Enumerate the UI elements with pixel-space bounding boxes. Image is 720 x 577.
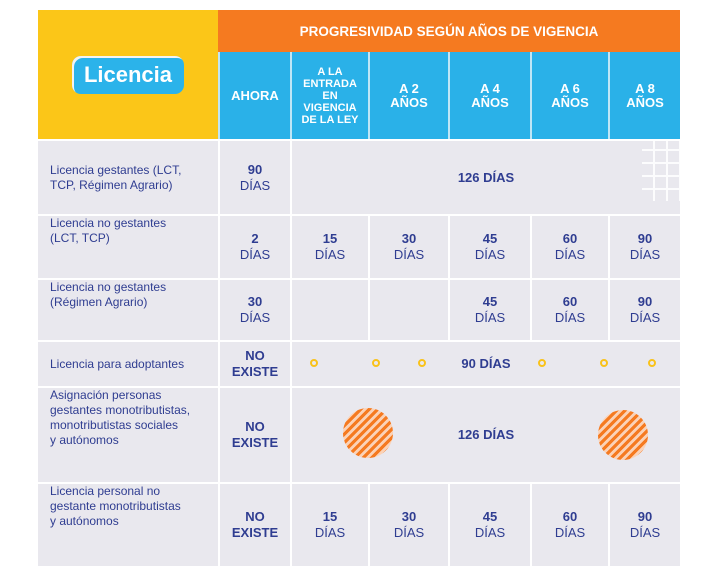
hatch-circle-decoration: [598, 410, 648, 460]
hatch-circle-decoration: [343, 408, 393, 458]
cell-personal-entrada: 15 DÍAS: [290, 482, 368, 566]
row-label-no-gestantes-lct: Licencia no gestantes (LCT, TCP): [38, 214, 218, 278]
cell-personal-a8: 90 DÍAS: [608, 482, 680, 566]
licencias-table: Licencia PROGRESIVIDAD SEGÚN AÑOS DE VIG…: [38, 10, 680, 566]
cell-no-gestantes-agrario-a2: [368, 278, 448, 340]
dot-decoration: [310, 359, 318, 367]
cell-no-gestantes-lct-a8: 90 DÍAS: [608, 214, 680, 278]
cell-no-gestantes-agrario-a6: 60 DÍAS: [530, 278, 608, 340]
row-label-asignacion-monotributistas: Asignación personas gestantes monotribut…: [38, 386, 218, 482]
col-header-entrada-vigencia: A LA ENTRADA EN VIGENCIA DE LA LEY: [290, 52, 368, 139]
cell-no-gestantes-lct-a4: 45 DÍAS: [448, 214, 530, 278]
grid-decoration: [642, 141, 680, 201]
cell-personal-a6: 60 DÍAS: [530, 482, 608, 566]
cell-adoptantes-ahora: NO EXISTE: [218, 340, 290, 386]
cell-no-gestantes-lct-entrada: 15 DÍAS: [290, 214, 368, 278]
col-header-a4: A 4 AÑOS: [448, 52, 530, 139]
cell-gestantes-ahora: 90 DÍAS: [218, 139, 290, 214]
cell-asignacion-ahora: NO EXISTE: [218, 386, 290, 482]
cell-no-gestantes-agrario-a8: 90 DÍAS: [608, 278, 680, 340]
cell-asignacion-progresividad: 126 DÍAS: [290, 386, 680, 482]
col-header-a8: A 8 AÑOS: [608, 52, 680, 139]
cell-gestantes-progresividad: 126 DÍAS: [290, 139, 680, 214]
col-header-a2: A 2 AÑOS: [368, 52, 448, 139]
row-label-adoptantes: Licencia para adoptantes: [38, 340, 218, 386]
cell-no-gestantes-lct-ahora: 2 DÍAS: [218, 214, 290, 278]
progresividad-header: PROGRESIVIDAD SEGÚN AÑOS DE VIGENCIA: [218, 10, 680, 52]
col-header-a6: A 6 AÑOS: [530, 52, 608, 139]
dot-decoration: [648, 359, 656, 367]
cell-adoptantes-progresividad: 90 DÍAS: [290, 340, 680, 386]
cell-no-gestantes-lct-a6: 60 DÍAS: [530, 214, 608, 278]
cell-personal-a4: 45 DÍAS: [448, 482, 530, 566]
cell-no-gestantes-lct-a2: 30 DÍAS: [368, 214, 448, 278]
row-label-no-gestantes-agrario: Licencia no gestantes (Régimen Agrario): [38, 278, 218, 340]
licencia-corner: Licencia: [38, 10, 218, 139]
row-label-personal-no-gestante: Licencia personal no gestante monotribut…: [38, 482, 218, 566]
cell-no-gestantes-agrario-ahora: 30 DÍAS: [218, 278, 290, 340]
licencia-badge: Licencia: [71, 55, 185, 94]
cell-personal-a2: 30 DÍAS: [368, 482, 448, 566]
dot-decoration: [538, 359, 546, 367]
cell-no-gestantes-agrario-entrada: [290, 278, 368, 340]
dot-decoration: [372, 359, 380, 367]
dot-decoration: [418, 359, 426, 367]
cell-no-gestantes-agrario-a4: 45 DÍAS: [448, 278, 530, 340]
row-label-licencia-gestantes: Licencia gestantes (LCT, TCP, Régimen Ag…: [38, 139, 218, 214]
col-header-ahora: AHORA: [218, 52, 290, 139]
dot-decoration: [600, 359, 608, 367]
cell-personal-ahora: NO EXISTE: [218, 482, 290, 566]
